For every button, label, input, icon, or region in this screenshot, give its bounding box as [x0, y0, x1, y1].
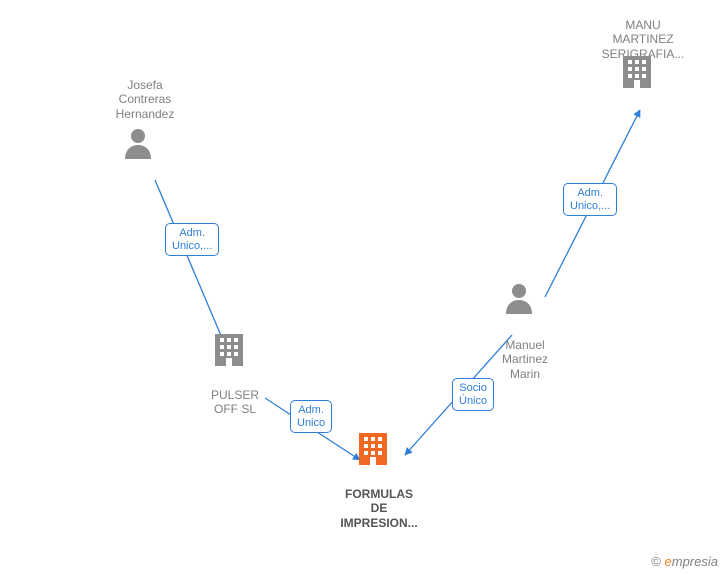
copyright-symbol: ©: [651, 554, 661, 569]
node-manuel[interactable]: Manuel Martinez Marin: [495, 338, 555, 381]
copyright-e: e: [665, 554, 672, 569]
node-label-formulas: FORMULAS DE IMPRESION...: [338, 487, 420, 530]
node-label-manuel: Manuel Martinez Marin: [495, 338, 555, 381]
copyright: © empresia: [651, 554, 718, 569]
copyright-rest: mpresia: [672, 554, 718, 569]
node-label-josefa: Josefa Contreras Hernandez: [110, 78, 180, 121]
person-icon-manuel: [504, 282, 534, 319]
node-label-pulser: PULSER OFF SL: [205, 388, 265, 417]
edge-label: Socio Único: [452, 378, 494, 411]
company-icon-pulser: [213, 332, 245, 373]
company-icon-formulas: [357, 431, 389, 472]
node-josefa[interactable]: Josefa Contreras Hernandez: [110, 78, 180, 121]
edge-label: Adm. Unico,...: [165, 223, 219, 256]
edge-label: Adm. Unico,...: [563, 183, 617, 216]
person-icon-josefa: [123, 127, 153, 164]
node-formulas[interactable]: FORMULAS DE IMPRESION...: [338, 487, 420, 530]
edge-label: Adm. Unico: [290, 400, 332, 433]
company-icon-manu-serigrafia: [621, 54, 653, 95]
node-pulser[interactable]: PULSER OFF SL: [205, 388, 265, 417]
